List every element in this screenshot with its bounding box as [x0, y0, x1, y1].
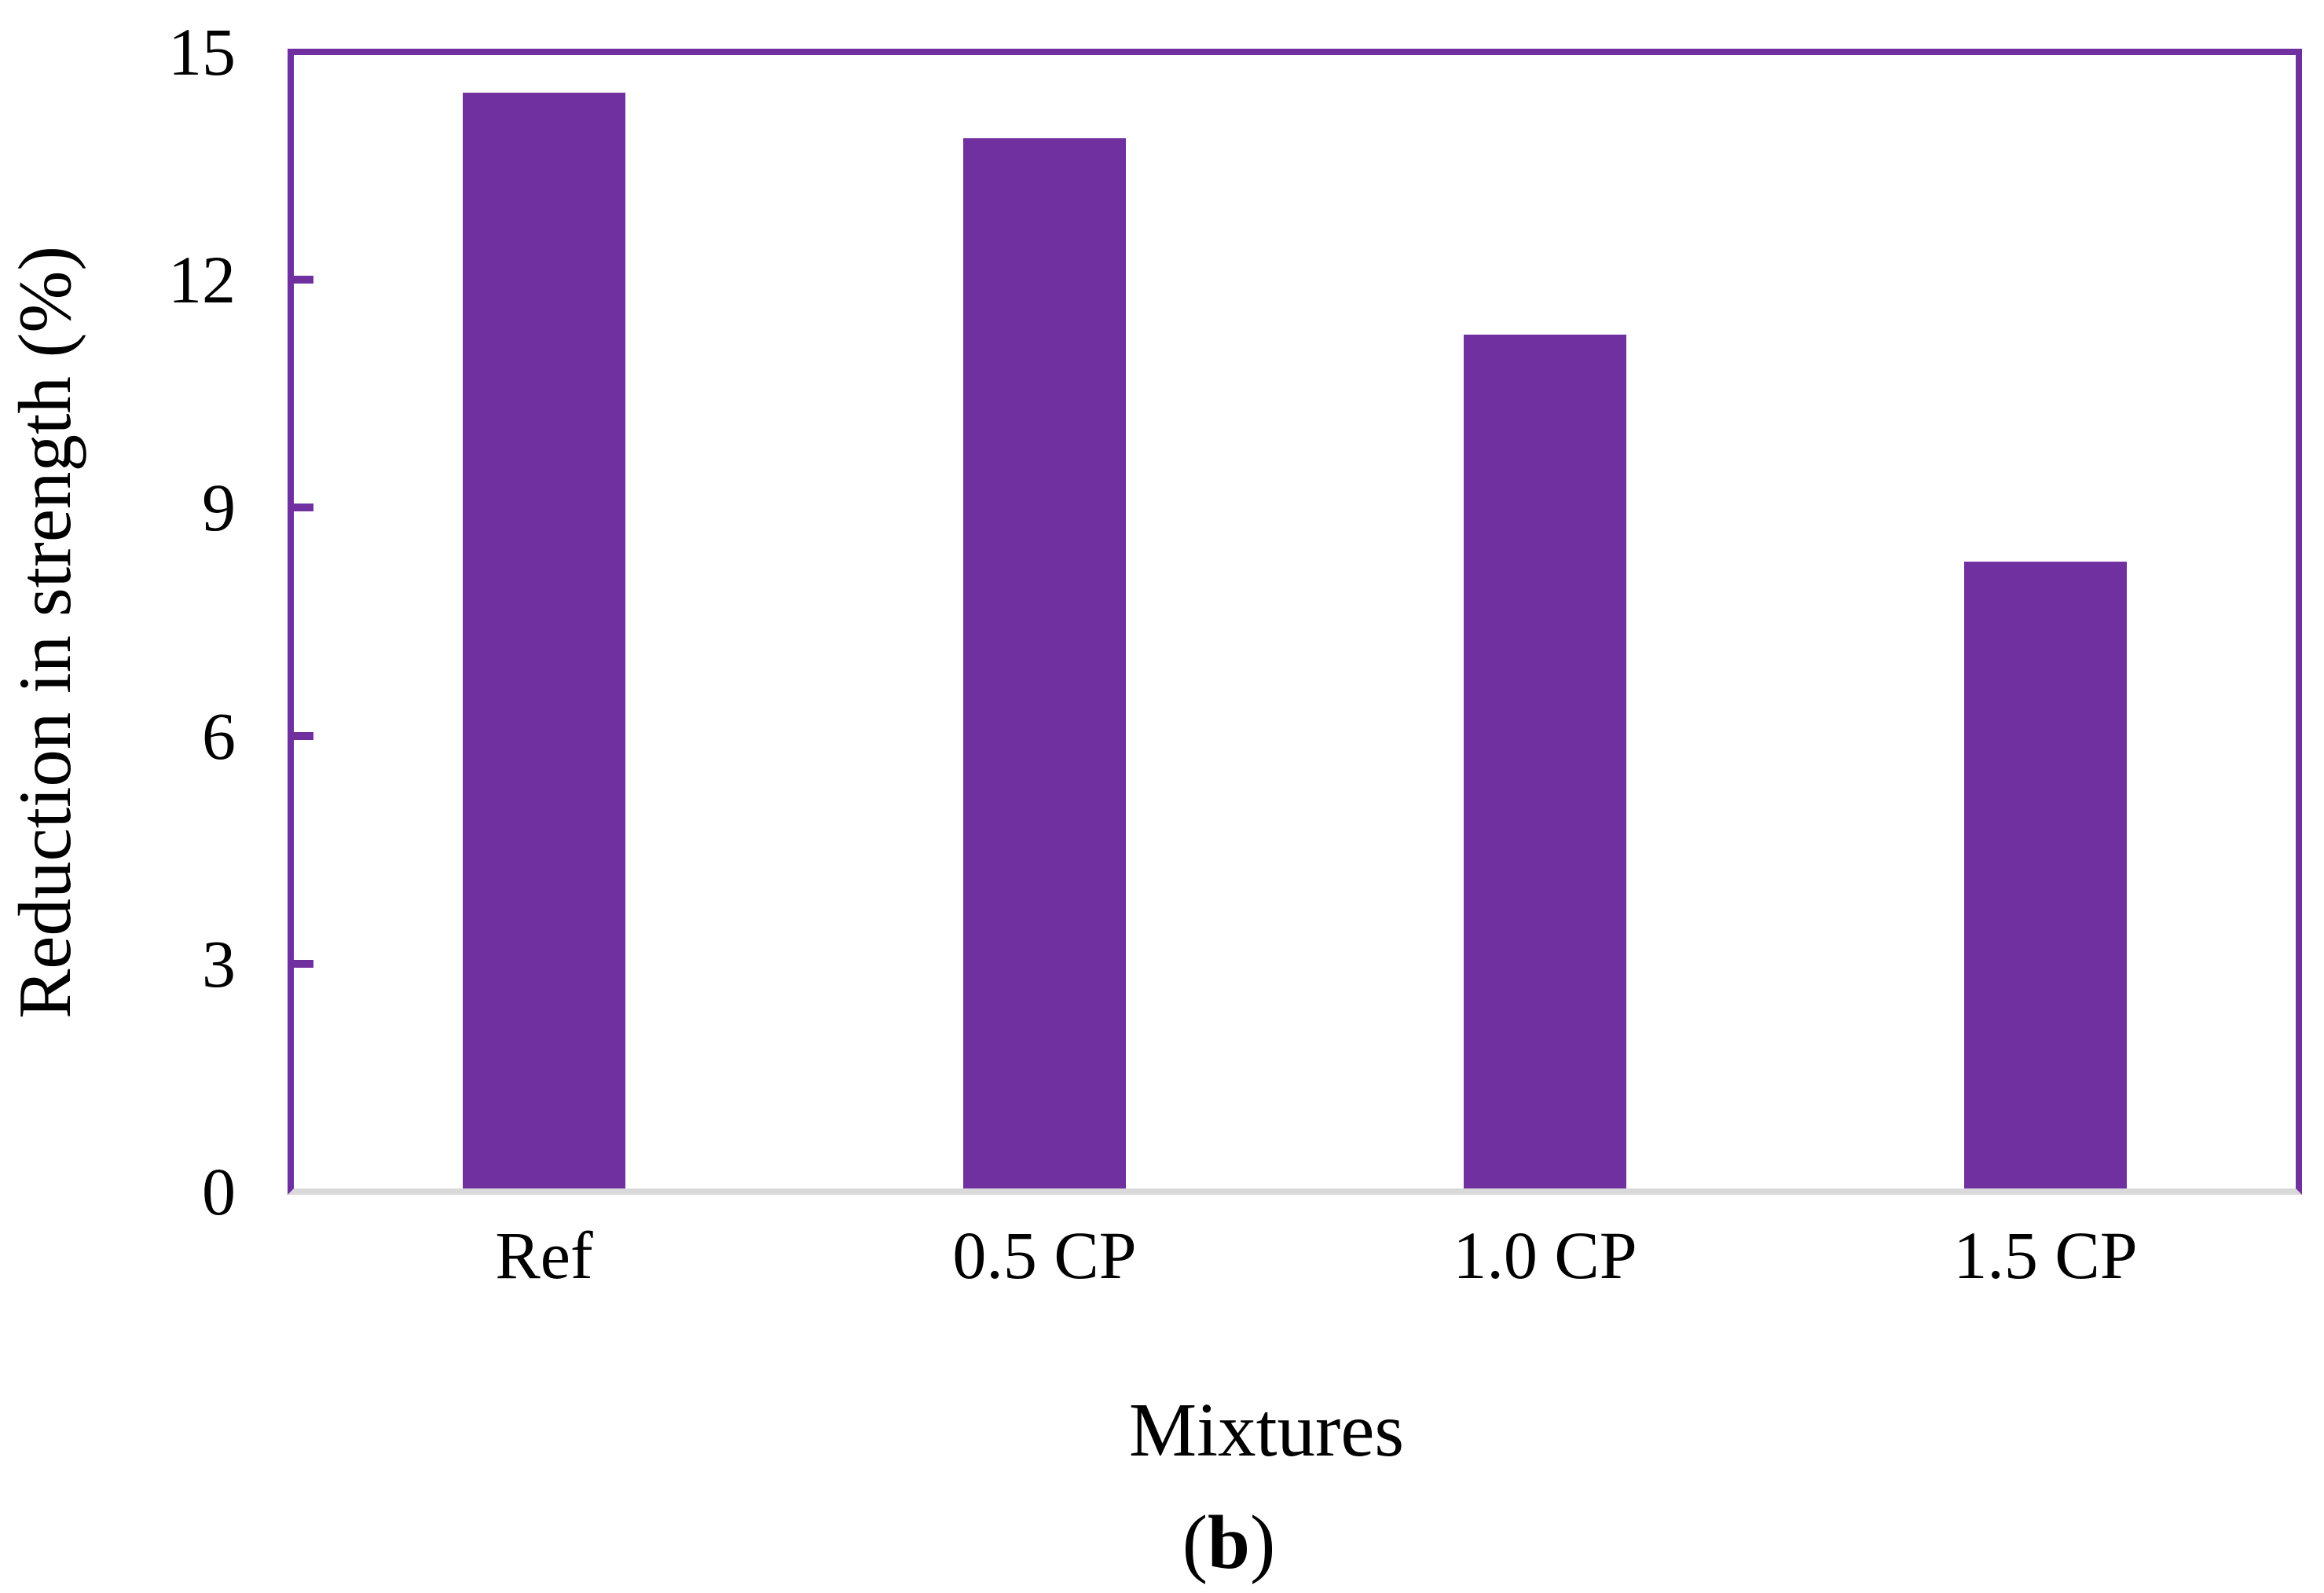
y-axis-title: Reduction in strength (%)	[3, 245, 86, 1020]
y-tick-mark	[294, 504, 313, 512]
bar-1-0-cp	[1464, 334, 1626, 1188]
y-tick-mark	[294, 959, 313, 968]
x-tick-label: 1.0 CP	[1453, 1218, 1637, 1293]
y-tick-label: 15	[168, 14, 236, 90]
bar-ref	[463, 93, 625, 1188]
y-tick-mark	[294, 276, 313, 284]
x-tick-label: 1.5 CP	[1953, 1218, 2138, 1293]
x-tick-label: 0.5 CP	[952, 1218, 1137, 1293]
figure-caption: (b)	[1182, 1499, 1276, 1586]
bar-1-5-cp	[1964, 561, 2127, 1188]
x-axis-title: Mixtures	[1128, 1388, 1405, 1472]
y-tick-label: 6	[202, 698, 236, 774]
y-tick-mark	[294, 731, 313, 740]
x-tick-label: Ref	[495, 1218, 593, 1293]
bar-0-5-cp	[963, 137, 1126, 1188]
y-tick-label: 3	[202, 925, 236, 1002]
y-tick-label: 0	[202, 1154, 236, 1229]
caption-label: b	[1208, 1500, 1250, 1584]
caption-open-paren: (	[1182, 1500, 1208, 1584]
plot-area	[288, 49, 2302, 1195]
y-tick-label: 9	[202, 470, 236, 546]
y-tick-label: 12	[168, 242, 236, 318]
caption-close-paren: )	[1249, 1500, 1276, 1584]
